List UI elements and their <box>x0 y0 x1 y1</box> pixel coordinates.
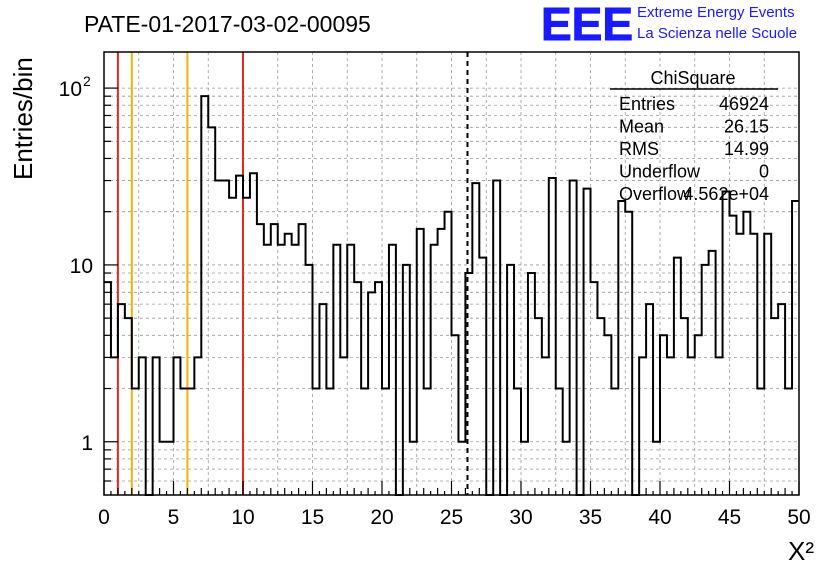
eee-logo: EEE Extreme Energy Events La Scienza nel… <box>541 0 798 51</box>
x-axis: 0 5 10 15 20 25 30 35 40 45 50 <box>98 481 811 529</box>
marker-lines <box>116 52 469 495</box>
histogram-series <box>104 95 799 496</box>
y-tick-label: 10 <box>70 255 93 278</box>
x-tick-label: 40 <box>648 506 671 529</box>
x-tick-label: 35 <box>579 506 602 529</box>
x-tick-label: 30 <box>509 506 532 529</box>
x-axis-label: X² <box>788 536 814 566</box>
stats-rows: Entries 46924 Mean 26.15 RMS 14.99 Underflow 0 O… <box>619 94 769 204</box>
x-tick-label: 5 <box>168 506 180 529</box>
stats-value: 14.99 <box>724 139 769 159</box>
logo-line1: Extreme Energy Events <box>637 4 795 21</box>
stats-value: 26.15 <box>724 117 769 137</box>
y-tick-label: 1 <box>81 432 93 455</box>
x-tick-label: 0 <box>98 506 110 529</box>
y-axis-label: Entries/bin <box>8 57 38 180</box>
stats-value: 0 <box>759 162 769 182</box>
x-tick-label: 15 <box>301 506 324 529</box>
stats-box: ChiSquare Entries 46924 Mean 26.15 RMS 14.99 U… <box>610 68 778 204</box>
x-tick-label: 50 <box>787 506 810 529</box>
x-tick-label: 25 <box>440 506 463 529</box>
stats-value: 4.562e+04 <box>683 184 769 204</box>
stats-title: ChiSquare <box>650 68 735 88</box>
logo-mark: EEE <box>541 0 633 50</box>
stats-label: Mean <box>619 117 664 137</box>
grid-lines <box>104 52 799 495</box>
stats-label: RMS <box>619 139 659 159</box>
y-tick-label: 10 <box>59 78 82 101</box>
stats-label: Underflow <box>619 162 701 182</box>
chart-title: PATE-01-2017-03-02-00095 <box>84 11 371 37</box>
x-tick-label: 20 <box>370 506 393 529</box>
logo-line2: La Scienza nelle Scuole <box>637 25 797 42</box>
stats-value: 46924 <box>719 94 769 114</box>
x-tick-label: 10 <box>231 506 254 529</box>
y-tick-exponent: 2 <box>83 73 91 89</box>
stats-label: Entries <box>619 94 675 114</box>
stats-label: Overflow <box>619 184 691 204</box>
x-tick-label: 45 <box>718 506 741 529</box>
